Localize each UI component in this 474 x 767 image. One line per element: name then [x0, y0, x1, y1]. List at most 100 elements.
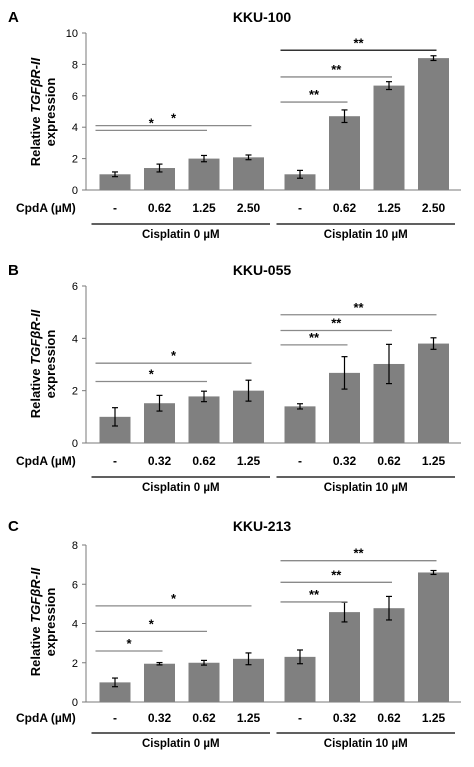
significance-label: ** — [353, 300, 364, 315]
significance-label: ** — [331, 567, 342, 582]
bar — [373, 608, 405, 702]
bar — [144, 663, 175, 702]
x-tick-label: 1.25 — [422, 454, 446, 468]
y-axis-label-prefix: Relative — [28, 623, 43, 676]
significance-label: * — [149, 115, 155, 130]
x-tick-label: 0.32 — [148, 711, 172, 725]
y-axis-label: Relative TGFβR-IIexpression — [28, 57, 58, 166]
x-tick-label: - — [113, 454, 117, 468]
significance-label: ** — [309, 87, 320, 102]
x-tick-label: - — [113, 201, 117, 215]
bar — [99, 682, 131, 702]
x-tick-label: - — [298, 201, 302, 215]
bar — [188, 662, 220, 702]
x-tick-label: 1.25 — [237, 711, 261, 725]
significance-label: ** — [353, 546, 364, 561]
x-row-label: CpdA (µM) — [16, 454, 76, 468]
y-tick-label: 6 — [72, 281, 78, 293]
y-tick-label: 8 — [72, 59, 78, 71]
y-tick-label: 2 — [72, 154, 78, 166]
x-tick-label: 0.62 — [377, 711, 401, 725]
y-tick-label: 4 — [72, 333, 78, 345]
group-label: Cisplatin 10 µM — [324, 738, 408, 750]
bar — [284, 174, 316, 190]
bar — [329, 116, 360, 190]
x-tick-label: 2.50 — [422, 201, 446, 215]
y-tick-label: 4 — [72, 122, 78, 134]
significance-label: * — [171, 348, 177, 363]
x-tick-label: 0.32 — [148, 454, 172, 468]
y-axis-label-line2: expression — [43, 330, 58, 399]
x-tick-label: 0.62 — [192, 454, 216, 468]
significance-label: * — [149, 367, 155, 382]
x-tick-label: - — [113, 711, 117, 725]
chart-title: KKU-100 — [233, 9, 292, 25]
group-label: Cisplatin 10 µM — [324, 482, 408, 494]
y-axis-label: Relative TGFβR-IIexpression — [28, 309, 58, 418]
group-label: Cisplatin 0 µM — [142, 738, 220, 750]
x-tick-label: 1.25 — [192, 201, 216, 215]
x-row-label: CpdA (µM) — [16, 711, 76, 725]
significance-label: ** — [331, 62, 342, 77]
bar — [284, 656, 316, 702]
panel-a: A KKU-100 0 2 4 6 8 10 Relative TGFβR-IIexpressi… — [8, 9, 461, 241]
bar — [418, 343, 449, 443]
chart-title: KKU-213 — [233, 518, 292, 534]
y-axis-label-gene: TGFβR-II — [28, 309, 43, 364]
x-row-label: CpdA (µM) — [16, 201, 76, 215]
significance-label: * — [171, 111, 177, 126]
x-tick-label: 0.62 — [148, 201, 172, 215]
panel-b: B KKU-055 0 2 4 6 Relative TGFβR-IIexpression *… — [8, 262, 461, 494]
panel-letter: B — [8, 262, 19, 279]
x-tick-label: - — [298, 711, 302, 725]
chart-title: KKU-055 — [233, 262, 292, 278]
bar — [144, 168, 175, 190]
y-axis-label-prefix: Relative — [28, 113, 43, 166]
y-axis-label-gene: TGFβR-II — [28, 567, 43, 622]
significance-label: ** — [309, 587, 320, 602]
x-tick-label: 2.50 — [237, 201, 261, 215]
x-tick-label: 1.25 — [237, 454, 261, 468]
bar — [329, 612, 360, 702]
panel-letter: A — [8, 9, 19, 26]
bar — [233, 157, 264, 190]
y-tick-label: 4 — [72, 619, 78, 631]
x-tick-label: 0.62 — [377, 454, 401, 468]
y-axis-label: Relative TGFβR-IIexpression — [28, 567, 58, 676]
x-tick-label: 0.62 — [192, 711, 216, 725]
significance-label: ** — [331, 315, 342, 330]
y-tick-label: 2 — [72, 386, 78, 398]
y-tick-label: 0 — [72, 438, 78, 450]
y-axis-label-prefix: Relative — [28, 365, 43, 418]
significance-label: * — [149, 616, 155, 631]
x-tick-label: 0.32 — [333, 711, 357, 725]
group-label: Cisplatin 0 µM — [142, 482, 220, 494]
bar — [233, 658, 264, 702]
y-tick-label: 6 — [72, 91, 78, 103]
bar — [188, 158, 220, 190]
panel-c: C KKU-213 0 2 4 6 8 Relative TGFβR-IIexpression… — [8, 518, 461, 750]
y-tick-label: 0 — [72, 185, 78, 197]
bar — [284, 406, 316, 443]
y-axis-label-gene: TGFβR-II — [28, 57, 43, 112]
x-tick-label: 1.25 — [422, 711, 446, 725]
y-tick-label: 2 — [72, 658, 78, 670]
x-tick-label: - — [298, 454, 302, 468]
bar — [188, 396, 220, 443]
bar — [418, 572, 449, 702]
y-tick-label: 0 — [72, 697, 78, 709]
group-label: Cisplatin 0 µM — [142, 229, 220, 241]
x-tick-label: 0.62 — [333, 201, 357, 215]
bar — [373, 85, 405, 190]
significance-label: * — [171, 591, 177, 606]
group-label: Cisplatin 10 µM — [324, 229, 408, 241]
significance-label: ** — [309, 330, 320, 345]
y-tick-label: 8 — [72, 540, 78, 552]
significance-label: ** — [353, 35, 364, 50]
y-axis-label-line2: expression — [43, 78, 58, 147]
y-tick-label: 10 — [66, 28, 78, 40]
bar — [418, 58, 449, 191]
x-tick-label: 1.25 — [377, 201, 401, 215]
panel-letter: C — [8, 518, 19, 535]
